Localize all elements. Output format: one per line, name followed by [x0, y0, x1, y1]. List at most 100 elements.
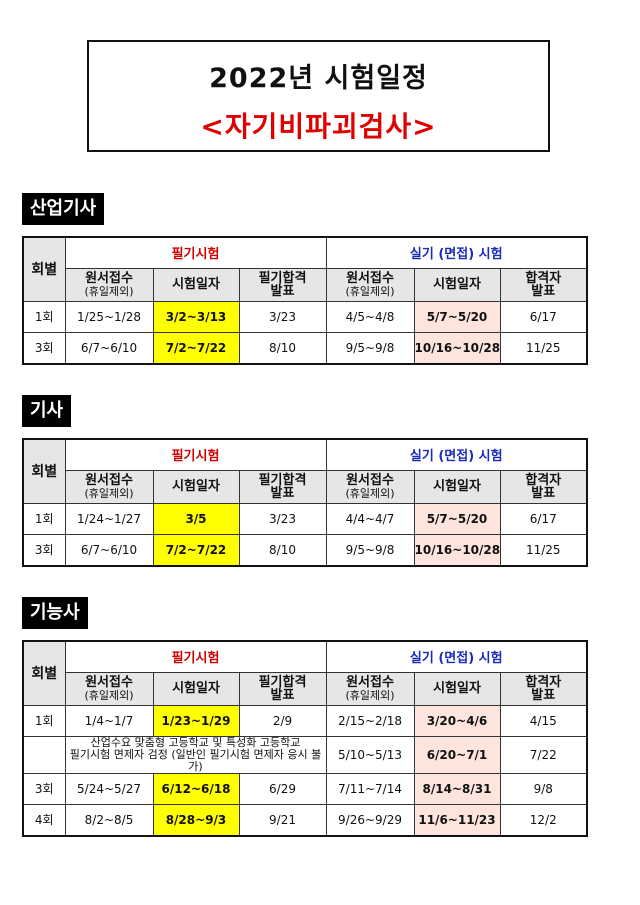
practical-exam-header: 실기 (면접) 시험 [325, 236, 588, 269]
round-cell: 1회 [22, 502, 66, 535]
date-cell: 4/15 [499, 704, 588, 737]
date-cell: 11/25 [499, 533, 588, 566]
date-cell: 4/4~4/7 [325, 502, 415, 535]
column-header: 원서접수 (휴일제외) [64, 267, 154, 302]
page-title: 2022년 시험일정 [209, 63, 428, 94]
date-cell: 10/16~10/28 [413, 533, 501, 566]
column-header: 원서접수 (휴일제외) [64, 671, 154, 706]
column-header: 원서접수 (휴일제외) [325, 671, 415, 706]
section-label: 기능사 [22, 597, 88, 629]
date-cell: 9/5~9/8 [325, 533, 415, 566]
date-cell: 9/5~9/8 [325, 331, 415, 364]
page-subtitle: <자기비파괴검사> [200, 110, 437, 143]
column-header-main: 시험일자 [433, 681, 481, 696]
date-cell: 3/20~4/6 [413, 704, 501, 737]
date-cell: 5/24~5/27 [64, 772, 154, 805]
column-header: 필기합격 발표 [238, 267, 327, 302]
column-header-sub: 발표 [531, 283, 556, 299]
section-label: 기사 [22, 395, 72, 427]
table-row: 1회 1/24~1/27 3/5 3/23 4/4~4/7 5/7~5/20 6/17 [22, 502, 588, 535]
date-cell: 7/2~7/22 [152, 331, 240, 364]
date-cell: 6/17 [499, 502, 588, 535]
column-header-main: 필기합격 [258, 674, 307, 690]
column-header-main: 원서접수 [85, 674, 133, 690]
date-cell: 2/9 [238, 704, 327, 737]
date-cell: 6/20~7/1 [413, 735, 501, 774]
round-header: 회별 [22, 236, 66, 302]
date-cell: 1/4~1/7 [64, 704, 154, 737]
practical-exam-header: 실기 (면접) 시험 [325, 438, 588, 471]
date-cell: 7/22 [499, 735, 588, 774]
round-cell: 4회 [22, 803, 66, 836]
date-cell: 8/2~8/5 [64, 803, 154, 836]
column-header-main: 시험일자 [172, 277, 220, 292]
round-cell: 3회 [22, 331, 66, 364]
date-cell: 3/2~3/13 [152, 300, 240, 333]
date-cell: 1/24~1/27 [64, 502, 154, 535]
column-header: 원서접수 (휴일제외) [325, 267, 415, 302]
column-header-main: 시험일자 [172, 479, 220, 494]
column-header: 시험일자 [152, 671, 240, 706]
date-cell: 6/12~6/18 [152, 772, 240, 805]
column-header-sub: 발표 [270, 283, 295, 299]
schedule-table: 회별 필기시험 실기 (면접) 시험 원서접수 (휴일제외) 시험일자 필기합격 발표 원서… [22, 438, 589, 567]
date-cell: 12/2 [499, 803, 588, 836]
column-header-sub: (휴일제외) [84, 486, 134, 500]
column-header: 합격자 발표 [499, 267, 588, 302]
date-cell: 9/26~9/29 [325, 803, 415, 836]
date-cell: 10/16~10/28 [413, 331, 501, 364]
column-header-main: 시험일자 [433, 277, 481, 292]
date-cell: 3/5 [152, 502, 240, 535]
section-label: 산업기사 [22, 193, 105, 225]
schedule-table: 회별 필기시험 실기 (면접) 시험 원서접수 (휴일제외) 시험일자 필기합격 발표 원서… [22, 236, 589, 365]
column-header-main: 합격자 [525, 674, 562, 690]
column-header-sub: 발표 [270, 485, 295, 501]
round-cell: 3회 [22, 533, 66, 566]
date-cell: 3/23 [238, 300, 327, 333]
date-cell: 1/25~1/28 [64, 300, 154, 333]
column-header-main: 합격자 [525, 472, 562, 488]
column-header: 시험일자 [413, 267, 501, 302]
date-cell: 6/7~6/10 [64, 331, 154, 364]
table-row: 3회 6/7~6/10 7/2~7/22 8/10 9/5~9/8 10/16~10/28… [22, 533, 588, 566]
column-header: 시험일자 [152, 267, 240, 302]
date-cell: 3/23 [238, 502, 327, 535]
date-cell: 2/15~2/18 [325, 704, 415, 737]
written-exam-header: 필기시험 [64, 640, 327, 673]
date-cell: 11/25 [499, 331, 588, 364]
column-header-main: 합격자 [525, 270, 562, 286]
column-header-sub: 발표 [531, 485, 556, 501]
table-row: 3회 6/7~6/10 7/2~7/22 8/10 9/5~9/8 10/16~10/28… [22, 331, 588, 364]
date-cell: 8/10 [238, 331, 327, 364]
date-cell: 6/29 [238, 772, 327, 805]
written-exam-header: 필기시험 [64, 236, 327, 269]
column-header-main: 시험일자 [172, 681, 220, 696]
column-header-main: 원서접수 [346, 472, 394, 488]
round-cell [22, 735, 66, 774]
column-header: 원서접수 (휴일제외) [325, 469, 415, 504]
column-header-sub: (휴일제외) [345, 688, 395, 702]
date-cell: 6/17 [499, 300, 588, 333]
column-header: 필기합격 발표 [238, 671, 327, 706]
note-cell: 산업수요 맞춤형 고등학교 및 특성화 고등학교 필기시험 면제자 검정 (일반… [64, 735, 327, 774]
practical-exam-header: 실기 (면접) 시험 [325, 640, 588, 673]
date-cell: 9/21 [238, 803, 327, 836]
column-header: 시험일자 [413, 469, 501, 504]
date-cell: 4/5~4/8 [325, 300, 415, 333]
column-header: 원서접수 (휴일제외) [64, 469, 154, 504]
table-row: 산업수요 맞춤형 고등학교 및 특성화 고등학교 필기시험 면제자 검정 (일반… [22, 735, 588, 774]
column-header-main: 원서접수 [85, 270, 133, 286]
date-cell: 5/7~5/20 [413, 300, 501, 333]
date-cell: 8/14~8/31 [413, 772, 501, 805]
date-cell: 7/11~7/14 [325, 772, 415, 805]
date-cell: 1/23~1/29 [152, 704, 240, 737]
round-cell: 1회 [22, 300, 66, 333]
written-exam-header: 필기시험 [64, 438, 327, 471]
column-header-sub: (휴일제외) [345, 284, 395, 298]
date-cell: 11/6~11/23 [413, 803, 501, 836]
column-header-sub: 발표 [270, 687, 295, 703]
date-cell: 9/8 [499, 772, 588, 805]
column-header: 합격자 발표 [499, 671, 588, 706]
column-header: 합격자 발표 [499, 469, 588, 504]
column-header-main: 원서접수 [85, 472, 133, 488]
